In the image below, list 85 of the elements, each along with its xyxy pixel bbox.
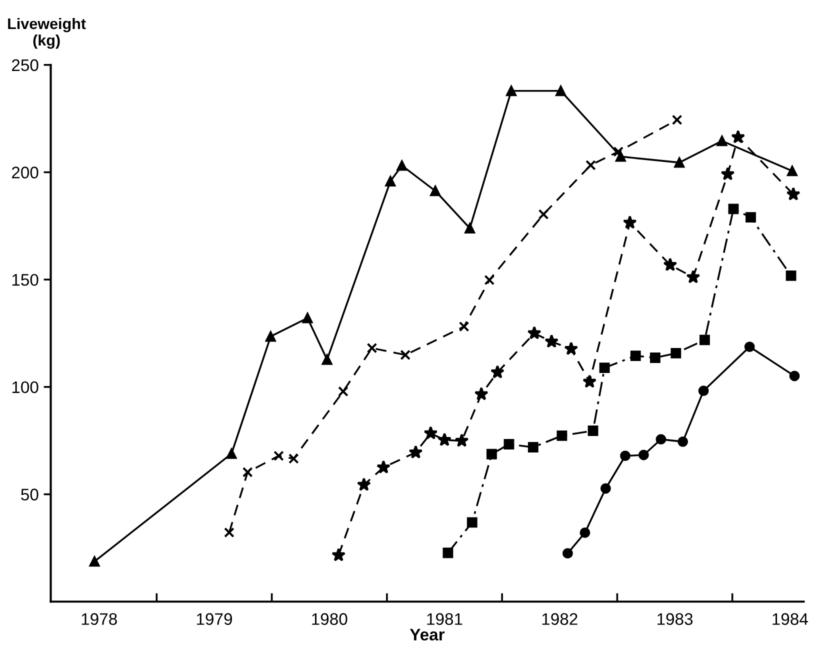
point <box>288 453 299 464</box>
point <box>638 450 649 460</box>
y-tick-label: 250 <box>12 59 38 72</box>
point <box>486 448 497 460</box>
point <box>564 342 578 356</box>
y-tick-label: 50 <box>21 488 38 500</box>
point <box>408 445 423 459</box>
point <box>544 334 559 348</box>
point <box>789 370 800 382</box>
y-tick-label: 100 <box>12 381 38 394</box>
point <box>89 556 100 567</box>
point <box>699 334 710 346</box>
point <box>356 478 371 491</box>
point <box>580 527 590 538</box>
point <box>728 204 739 214</box>
point <box>746 212 756 223</box>
point <box>528 442 538 452</box>
point <box>322 354 332 365</box>
point <box>224 527 234 538</box>
point <box>720 166 735 180</box>
point <box>400 350 411 360</box>
point <box>786 270 796 281</box>
point <box>504 439 514 450</box>
point <box>366 342 378 354</box>
point <box>332 548 346 562</box>
point <box>556 86 566 96</box>
point <box>613 146 624 157</box>
point <box>599 362 610 374</box>
point <box>650 352 660 363</box>
point <box>588 426 598 436</box>
x-axis-title: Year <box>410 628 445 641</box>
y-tick-label: 150 <box>12 274 38 286</box>
point <box>656 434 666 445</box>
point <box>274 450 284 462</box>
x-tick-label: 1979 <box>196 613 232 625</box>
point <box>338 386 348 397</box>
point <box>454 434 469 447</box>
point <box>430 186 441 196</box>
point <box>424 426 438 440</box>
point <box>474 386 488 400</box>
y-axis-title: Liveweight (kg) <box>8 18 86 49</box>
point <box>226 448 237 459</box>
point <box>622 215 637 229</box>
point <box>385 176 396 186</box>
point <box>786 166 798 176</box>
point <box>466 517 478 528</box>
point <box>242 466 253 478</box>
point <box>744 342 755 352</box>
point <box>396 160 408 171</box>
point <box>302 312 313 324</box>
x-tick-label: 1982 <box>542 613 578 625</box>
point <box>464 223 476 234</box>
x-tick-label: 1981 <box>427 613 462 625</box>
point <box>490 365 504 378</box>
point <box>582 374 597 388</box>
point <box>672 114 682 126</box>
point <box>731 130 746 144</box>
point <box>663 258 678 272</box>
point <box>265 331 276 342</box>
point <box>670 348 682 358</box>
point <box>630 350 641 362</box>
x-tick-label: 1984 <box>772 613 808 625</box>
point <box>538 209 549 220</box>
point <box>458 321 470 332</box>
point <box>674 157 685 168</box>
point <box>620 450 630 462</box>
point <box>556 430 568 441</box>
y-tick-label: 200 <box>12 166 38 178</box>
point <box>484 274 495 286</box>
x-tick-label: 1980 <box>312 613 348 625</box>
point <box>527 326 542 340</box>
point <box>600 483 611 494</box>
x-tick-label: 1983 <box>658 613 693 625</box>
point <box>698 386 709 396</box>
point <box>376 460 390 474</box>
x-tick-label: 1978 <box>82 613 117 625</box>
point <box>506 86 516 96</box>
point <box>678 436 688 447</box>
point <box>442 548 454 558</box>
point <box>686 270 700 284</box>
point <box>586 160 596 170</box>
point <box>438 432 452 446</box>
point <box>786 187 800 200</box>
point <box>716 136 728 146</box>
point <box>562 548 573 559</box>
